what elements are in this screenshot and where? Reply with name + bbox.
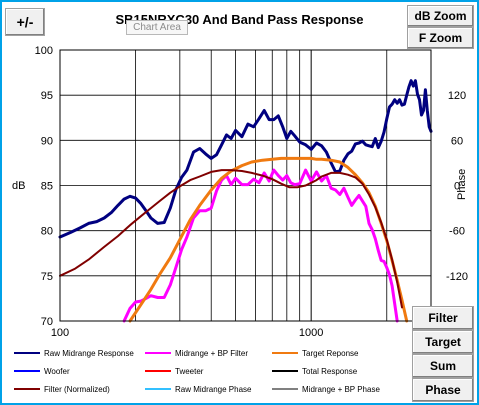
series-line-1: [122, 168, 399, 323]
y-tick-label: 95: [41, 90, 53, 102]
legend-label: Target Reponse: [302, 349, 359, 358]
legend-label: Woofer: [44, 367, 70, 376]
y-tick-label: 75: [41, 271, 53, 283]
legend-label: Raw Midrange Phase: [175, 385, 252, 394]
legend-label: Raw Midrange Response: [44, 349, 134, 358]
y-tick-label: 85: [41, 181, 53, 193]
f-zoom-button[interactable]: F Zoom: [407, 27, 474, 49]
series-layer: [58, 79, 433, 323]
legend-label: Total Response: [302, 367, 358, 376]
target-button[interactable]: Target: [412, 330, 474, 354]
chart-area-tooltip: Chart Area: [126, 20, 188, 35]
x-tick-label: 100: [51, 327, 69, 339]
y-axis-label: dB: [12, 180, 25, 192]
y2-axis-label: Phase: [456, 169, 468, 200]
db-zoom-button[interactable]: dB Zoom: [407, 5, 474, 27]
filter-button[interactable]: Filter: [412, 306, 474, 330]
legend-label: Midrange + BP Filter: [175, 349, 248, 358]
axis-ticks: 70 75 80 85 90 95 100 -120 -60 0 60 120 100 1000: [35, 45, 468, 339]
y-tick-label: 90: [41, 135, 53, 147]
plot-border: [59, 49, 432, 322]
sum-button[interactable]: Sum: [412, 354, 474, 378]
series-line-3: [59, 169, 403, 309]
y2-tick-label: 0: [454, 181, 460, 193]
legend-label: Tweeter: [175, 367, 204, 376]
y-tick-label: 100: [35, 45, 53, 57]
legend-label: Filter (Normalized): [44, 385, 110, 394]
legend-label: Midrange + BP Phase: [302, 385, 380, 394]
y2-tick-label: 120: [448, 90, 466, 102]
legend: Raw Midrange Response Midrange + BP Filte…: [14, 349, 380, 394]
y-tick-label: 70: [41, 316, 53, 328]
plus-minus-button[interactable]: +/-: [5, 8, 45, 36]
phase-button[interactable]: Phase: [412, 378, 474, 402]
y2-tick-label: 60: [451, 135, 463, 147]
y2-tick-label: -120: [446, 271, 468, 283]
y2-tick-label: -60: [449, 226, 465, 238]
x-tick-label: 1000: [299, 327, 323, 339]
series-line-0: [58, 79, 433, 239]
y-tick-label: 80: [41, 226, 53, 238]
